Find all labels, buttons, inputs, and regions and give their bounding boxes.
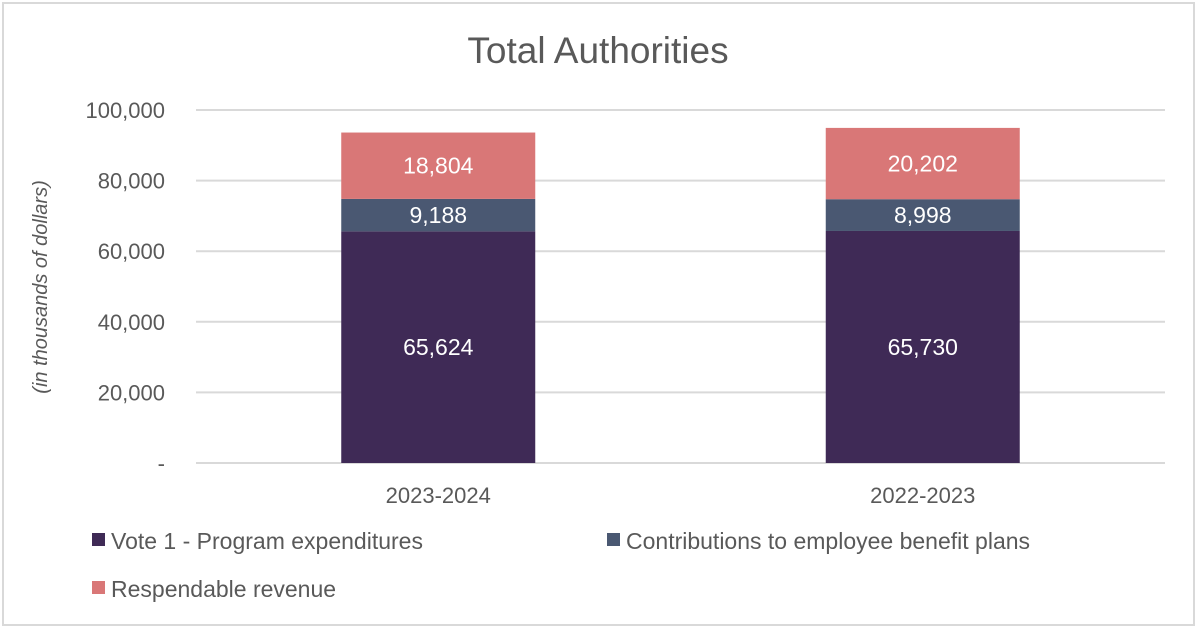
chart-title: Total Authorities	[467, 30, 728, 71]
x-category-label: 2023-2024	[386, 483, 491, 508]
bar-segment	[825, 230, 1020, 463]
legend-swatch	[92, 533, 105, 546]
y-tick-label: 80,000	[98, 169, 165, 194]
x-category-label: 2022-2023	[870, 483, 975, 508]
bar-segment	[341, 231, 536, 463]
x-axis-categories: 2023-2024 2022-2023	[386, 483, 976, 508]
bar-segment	[825, 199, 1020, 231]
bar-segment	[341, 198, 536, 232]
legend-item: Vote 1 - Program expenditures	[92, 528, 423, 554]
legend-swatch	[607, 533, 620, 546]
legend-label: Vote 1 - Program expenditures	[111, 528, 423, 554]
data-label: 65,624	[403, 334, 474, 360]
data-label: 8,998	[894, 202, 952, 228]
bar-segment	[341, 132, 536, 199]
y-tick-label: -	[158, 451, 165, 476]
legend-item: Contributions to employee benefit plans	[607, 528, 1030, 554]
bars	[341, 127, 1020, 463]
legend-item: Respendable revenue	[92, 576, 336, 602]
legend-label: Contributions to employee benefit plans	[626, 528, 1030, 554]
data-label: 18,804	[403, 153, 474, 179]
data-label: 65,730	[888, 334, 958, 360]
data-label: 9,188	[409, 202, 467, 228]
legend: Vote 1 - Program expenditures Contributio…	[92, 528, 1030, 602]
legend-swatch	[92, 581, 105, 594]
bar-segment	[825, 127, 1020, 200]
y-tick-label: 20,000	[98, 380, 165, 405]
y-tick-label: 100,000	[85, 98, 165, 123]
y-tick-label: 40,000	[98, 310, 165, 335]
legend-label: Respendable revenue	[111, 576, 336, 602]
y-axis-ticks: - 20,000 40,000 60,000 80,000 100,000	[85, 98, 165, 476]
data-label: 20,202	[888, 151, 958, 177]
data-labels: 65,624 9,188 18,804 65,730 8,998 20,202	[403, 151, 958, 361]
y-axis-label: (in thousands of dollars)	[30, 180, 52, 393]
y-tick-label: 60,000	[98, 239, 165, 264]
